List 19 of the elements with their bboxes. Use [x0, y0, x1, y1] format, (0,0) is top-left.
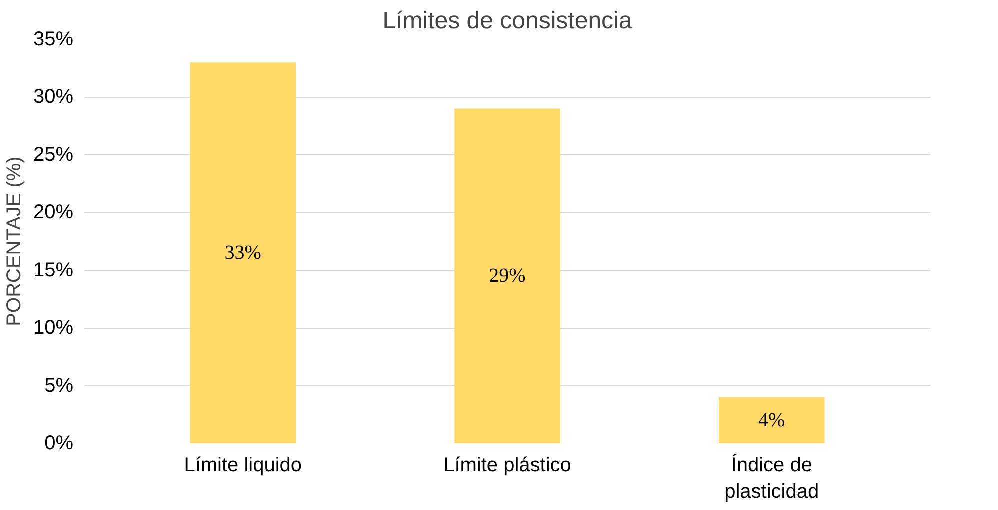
y-tick-label: 5% [44, 374, 74, 397]
bar [719, 397, 825, 444]
bar [454, 108, 560, 444]
y-tick-label: 15% [33, 259, 74, 282]
y-tick-label: 30% [33, 86, 74, 108]
x-tick-label: Límite plástico [444, 454, 572, 476]
x-tick-label: Límite liquido [184, 454, 302, 476]
data-label: 4% [758, 409, 786, 432]
y-tick-label: 35% [33, 28, 74, 50]
x-tick-label: Índice de plasticidad [724, 454, 820, 503]
y-tick-label: 0% [44, 432, 74, 454]
bar [190, 62, 296, 444]
y-tick-label: 20% [33, 202, 74, 224]
y-tick-label: 25% [33, 144, 74, 166]
y-axis-title: PORCENTAJE (%) [3, 156, 26, 326]
data-label: 29% [489, 265, 526, 288]
y-tick-label: 10% [33, 317, 74, 340]
chart-title: Límites de consistencia [382, 8, 633, 34]
data-label: 33% [224, 242, 262, 264]
